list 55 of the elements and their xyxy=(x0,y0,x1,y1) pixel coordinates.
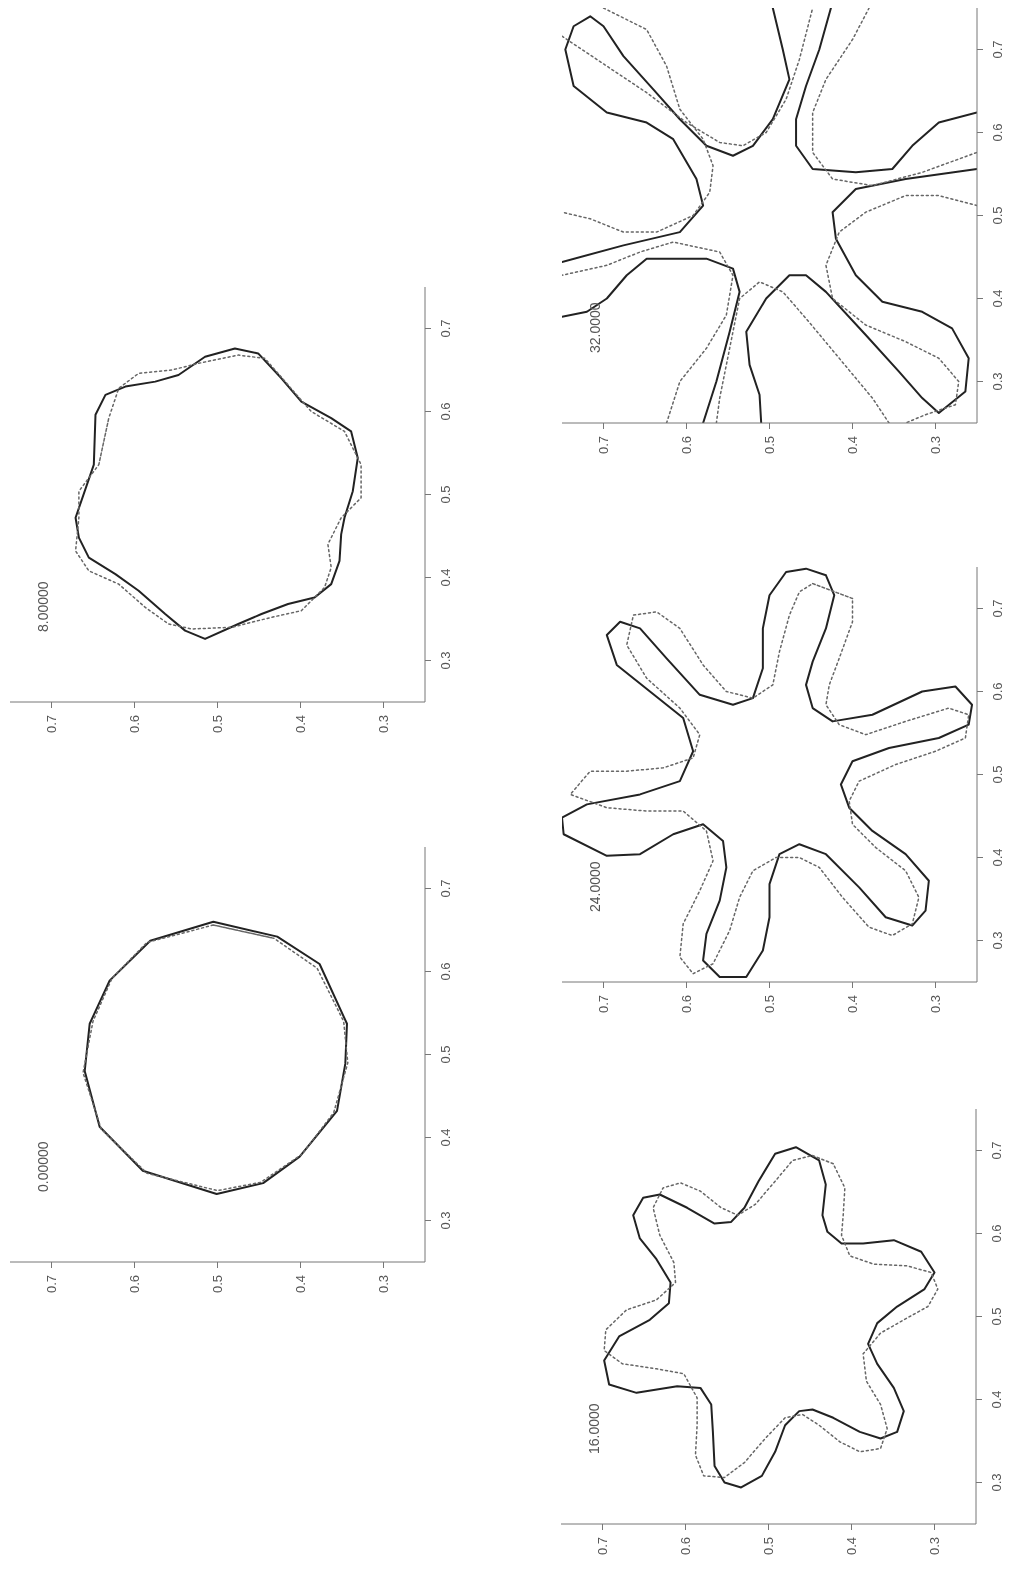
x-tick-label: 0.3 xyxy=(928,435,943,455)
x-tick-label: 0.3 xyxy=(928,994,943,1014)
y-tick-label: 0.3 xyxy=(437,1211,453,1230)
y-tick-label: 0.3 xyxy=(437,651,453,670)
annotation: 16.0000 xyxy=(586,1403,602,1454)
x-tick-label: 0.6 xyxy=(127,1274,142,1294)
annotation: 24.0000 xyxy=(587,861,603,912)
y-tick-label: 0.6 xyxy=(989,682,1005,701)
y-tick-label: 0.4 xyxy=(437,568,453,587)
y-tick-label: 0.6 xyxy=(437,402,453,421)
x-tick-label: 0.4 xyxy=(293,714,308,734)
x-tick-label: 0.6 xyxy=(127,714,142,734)
annotation: 0.00000 xyxy=(35,1141,51,1192)
y-tick-label: 0.7 xyxy=(989,40,1005,59)
x-tick-label: 0.6 xyxy=(679,994,694,1014)
y-tick-label: 0.5 xyxy=(437,1045,453,1064)
y-tick-label: 0.3 xyxy=(989,931,1005,950)
y-tick-label: 0.7 xyxy=(437,879,453,898)
y-tick-label: 0.3 xyxy=(988,1473,1004,1492)
y-tick-label: 0.4 xyxy=(988,1390,1004,1409)
x-tick-label: 0.5 xyxy=(762,994,777,1014)
x-tick-label: 0.7 xyxy=(595,1536,610,1556)
y-tick-label: 0.5 xyxy=(989,765,1005,784)
x-tick-label: 0.3 xyxy=(927,1536,942,1556)
y-tick-label: 0.6 xyxy=(437,962,453,981)
x-tick-label: 0.3 xyxy=(376,1274,391,1294)
x-tick-label: 0.5 xyxy=(761,1536,776,1556)
x-tick-label: 0.5 xyxy=(210,1274,225,1294)
x-tick-label: 0.3 xyxy=(376,714,391,734)
x-tick-label: 0.4 xyxy=(845,994,860,1014)
annotation: 8.00000 xyxy=(35,581,51,632)
x-tick-label: 0.7 xyxy=(44,1274,59,1294)
x-tick-label: 0.4 xyxy=(293,1274,308,1294)
y-tick-label: 0.6 xyxy=(988,1224,1004,1243)
y-tick-label: 0.7 xyxy=(989,599,1005,618)
x-tick-label: 0.6 xyxy=(679,435,694,455)
x-tick-label: 0.4 xyxy=(845,435,860,455)
y-tick-label: 0.6 xyxy=(989,123,1005,142)
y-tick-label: 0.5 xyxy=(988,1307,1004,1326)
x-tick-label: 0.7 xyxy=(596,994,611,1014)
x-tick-label: 0.7 xyxy=(596,435,611,455)
x-tick-label: 0.5 xyxy=(210,714,225,734)
x-tick-label: 0.5 xyxy=(762,435,777,455)
y-tick-label: 0.4 xyxy=(437,1128,453,1147)
y-tick-label: 0.7 xyxy=(988,1141,1004,1160)
y-tick-label: 0.7 xyxy=(437,319,453,338)
x-tick-label: 0.7 xyxy=(44,714,59,734)
x-tick-label: 0.4 xyxy=(844,1536,859,1556)
y-tick-label: 0.5 xyxy=(437,485,453,504)
y-tick-label: 0.4 xyxy=(989,848,1005,867)
y-tick-label: 0.5 xyxy=(989,206,1005,225)
annotation: 32.0000 xyxy=(587,302,603,353)
x-tick-label: 0.6 xyxy=(678,1536,693,1556)
y-tick-label: 0.3 xyxy=(989,372,1005,391)
y-tick-label: 0.4 xyxy=(989,289,1005,308)
